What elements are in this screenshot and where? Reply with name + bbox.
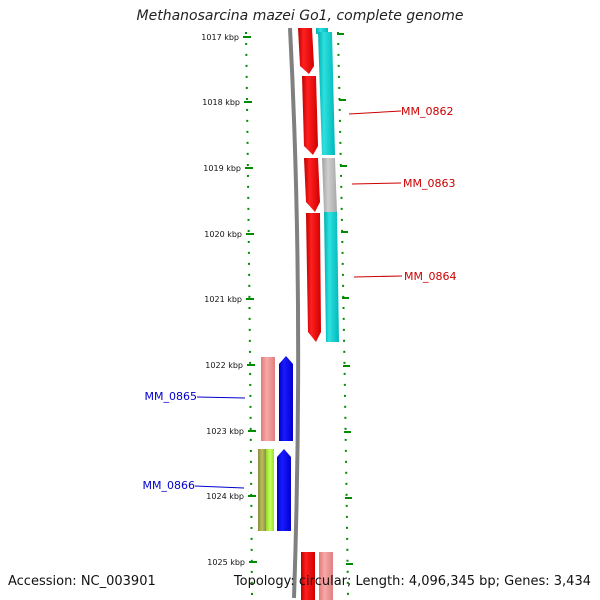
tick-label: 1020 kbp [204,230,242,239]
inner-dotted-ring [245,31,253,599]
tick-label: 1025 kbp [207,558,245,567]
blast-hit-1 [316,28,328,34]
tick-labels: 1017 kbp 1018 kbp 1019 kbp 1020 kbp 1021 kbp… [201,33,245,567]
cds-mm0865[interactable] [279,356,293,441]
blast-hit-2 [318,32,335,155]
gene-label-mm0862: MM_0862 [401,105,453,118]
gene-label-mm0865: MM_0865 [145,390,197,403]
cds-mm0862[interactable] [302,76,318,155]
blast-hit-olive [258,449,266,531]
blast-hit-gray [322,158,337,212]
cds-mm0863[interactable] [304,158,320,212]
cds-mm0861[interactable] [298,28,314,74]
tick-label: 1019 kbp [203,164,241,173]
tick-label: 1024 kbp [206,492,244,501]
tick-label: 1021 kbp [204,295,242,304]
inner-ticks [243,36,257,563]
blast-hit-3 [324,212,339,342]
blast-hit-pink [319,552,333,600]
cds-mm0867[interactable] [301,552,315,600]
gene-label-mm0866: MM_0866 [143,479,195,492]
tick-label: 1018 kbp [202,98,240,107]
tick-label: 1017 kbp [201,33,239,42]
cds-mm0866[interactable] [277,449,291,531]
genome-backbone [288,27,301,599]
tick-label: 1022 kbp [205,361,243,370]
gene-label-mm0864: MM_0864 [404,270,456,283]
gene-leaders [194,110,403,489]
outer-dotted-ring [337,31,349,599]
accession-label: Accession: NC_003901 [8,574,156,589]
gene-label-mm0863: MM_0863 [403,177,455,190]
blast-hit-pink-rev [261,357,275,441]
blast-hit-lime [266,449,274,531]
topology-label: Topology: circular; Length: 4,096,345 bp… [233,574,591,589]
tick-label: 1023 kbp [206,427,244,436]
outer-ticks [337,33,353,565]
map-title: Methanosarcina mazei Go1, complete genom… [136,8,464,24]
cds-mm0864[interactable] [306,213,321,342]
